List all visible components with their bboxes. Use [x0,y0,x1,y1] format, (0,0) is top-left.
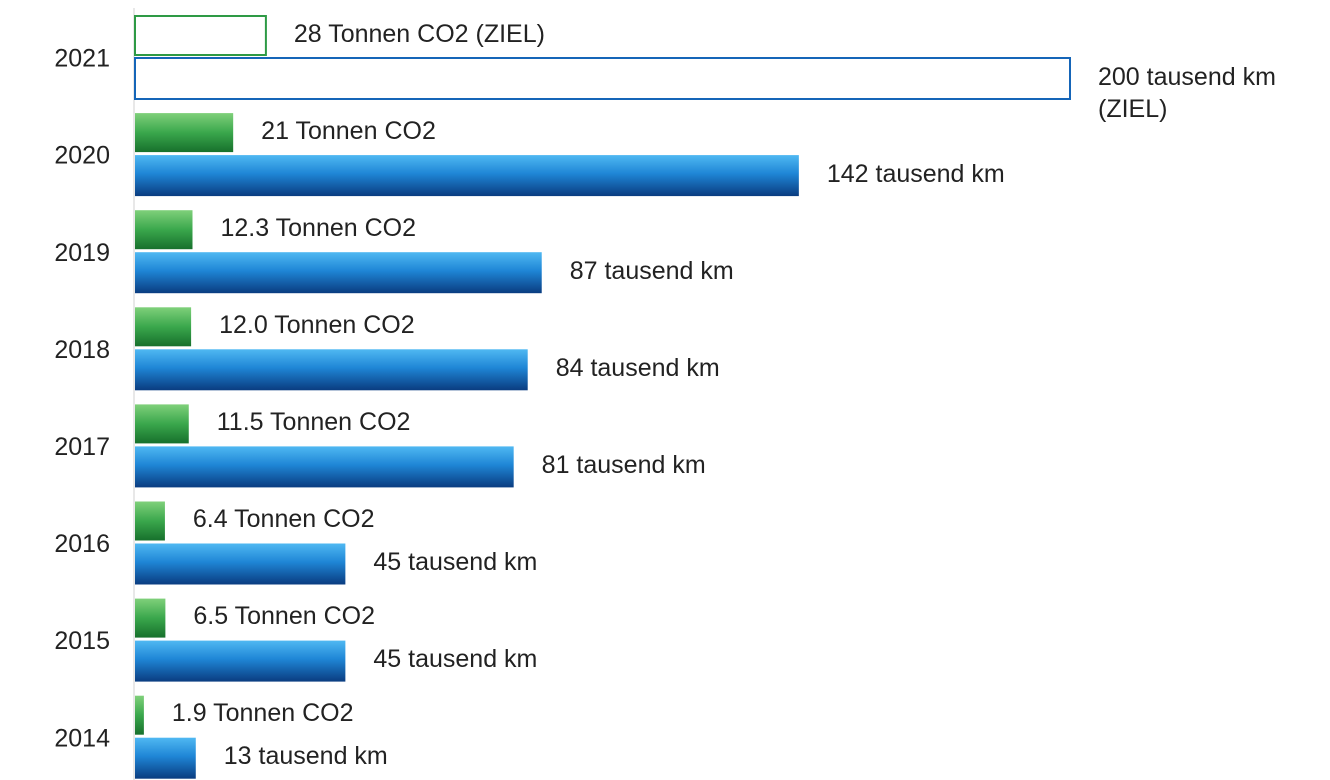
data-label-box: 6.4 Tonnen CO2 [192,505,375,533]
y-tick-label: 2015 [54,627,110,655]
data-label: 28 Tonnen CO2 (ZIEL) [293,19,545,48]
bar [135,252,542,294]
bar [135,640,346,682]
data-label-box: 12.0 Tonnen CO2 [219,310,415,339]
bar [134,15,267,56]
y-tick-label: 2016 [54,530,110,558]
data-label: 45 tausend km [373,645,538,674]
y-tick-label: 2018 [54,336,110,364]
bar [135,404,189,444]
bar [135,155,799,197]
data-label: 81 tausend km [541,450,706,479]
data-label: 12.0 Tonnen CO2 [219,310,415,339]
data-label-box: 87 tausend km [569,256,734,285]
data-label-box: 13 tausend km [223,742,388,771]
y-tick-label: 2014 [54,724,110,752]
bar [135,446,514,488]
data-label-box: 200 tausend km (ZIEL) [1098,62,1276,123]
data-label: 87 tausend km [569,256,734,285]
data-label-box: 1.9 Tonnen CO2 [171,699,354,728]
data-label: 1.9 Tonnen CO2 [171,699,354,728]
data-label: 45 tausend km [373,548,538,576]
data-label-box: 6.5 Tonnen CO2 [193,602,375,631]
data-label: 84 tausend km [555,353,720,382]
bar [134,57,1071,100]
data-label-box: 84 tausend km [555,353,720,382]
data-label: 142 tausend km [826,159,1005,188]
bar [135,349,528,391]
data-label: 200 tausend km (ZIEL) [1098,62,1276,123]
bar [135,543,346,585]
bar [135,210,193,250]
y-tick-label: 2017 [54,433,110,461]
data-label: 6.4 Tonnen CO2 [192,505,375,533]
data-label-box: 81 tausend km [541,450,706,479]
data-label-box: 142 tausend km [826,159,1005,188]
data-label-box: 21 Tonnen CO2 [261,116,436,145]
y-tick-label: 2020 [54,142,110,170]
data-label-box: 11.5 Tonnen CO2 [216,407,411,436]
data-label: 12.3 Tonnen CO2 [220,213,417,242]
bar [135,113,234,153]
y-tick-label: 2019 [54,239,110,267]
data-label-box: 12.3 Tonnen CO2 [220,213,417,242]
bar [135,501,165,541]
bar [135,598,166,638]
data-label: 11.5 Tonnen CO2 [216,407,411,436]
data-label: 13 tausend km [223,742,388,771]
y-tick-label: 2021 [54,45,110,73]
data-label-box: 28 Tonnen CO2 (ZIEL) [293,19,545,48]
bar [135,307,192,347]
data-label: 6.5 Tonnen CO2 [193,602,375,631]
data-label-box: 45 tausend km [373,645,538,674]
bar [135,737,196,779]
bar [135,695,144,735]
data-label: 21 Tonnen CO2 [261,116,436,145]
data-label-box: 45 tausend km [373,548,538,576]
